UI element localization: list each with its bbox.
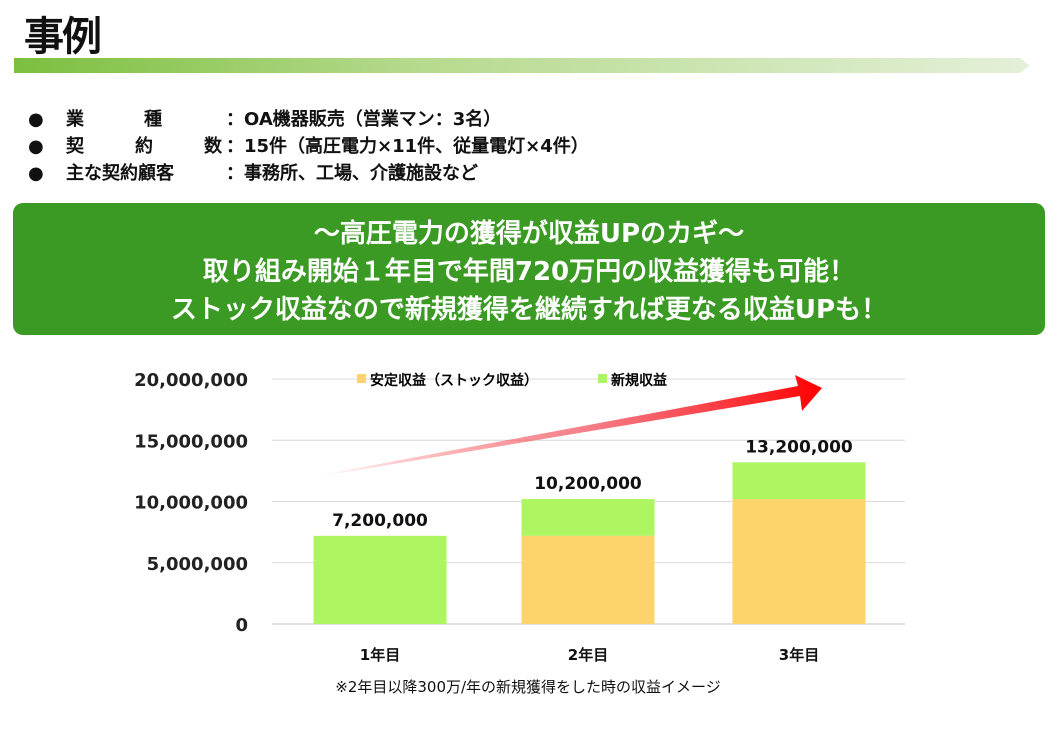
data-label: 10,200,000 [534, 474, 642, 494]
legend-label: 安定収益（ストック収益） [370, 372, 538, 389]
y-tick-label: 20,000,000 [134, 370, 248, 391]
revenue-chart: 0 5,000,000 10,000,000 15,000,000 20,000,000… [134, 370, 905, 664]
bar-segment [732, 462, 866, 500]
data-label: 7,200,000 [332, 511, 428, 531]
y-tick-label: 5,000,000 [147, 554, 248, 575]
legend-swatch [357, 374, 366, 383]
x-tick-label: 3年目 [779, 646, 819, 664]
y-tick-label: 10,000,000 [134, 493, 248, 514]
legend-label: 新規収益 [611, 372, 667, 389]
banner-line: 取り組み開始１年目で年間720万円の収益獲得も可能！ [202, 257, 856, 287]
x-tick-label: 2年目 [568, 646, 608, 664]
banner-line: ストック収益なので新規獲得を継続すれば更なる収益UPも！ [170, 295, 888, 325]
chart-note: ※2年目以降300万/年の新規獲得をした時の収益イメージ [335, 678, 721, 696]
y-tick-label: 0 [235, 615, 248, 636]
x-tick-label: 1年目 [360, 646, 400, 664]
page-title: 事例 [24, 14, 102, 60]
highlight-banner: ～高圧電力の獲得が収益UPのカギ～ 取り組み開始１年目で年間720万円の収益獲得… [13, 203, 1045, 335]
data-label: 13,200,000 [745, 437, 853, 457]
growth-arrow [320, 375, 822, 476]
info-list: ● 業種：OA機器販売（営業マン：3名） ● 契約数：15件（高圧電力×11件、従量… [28, 106, 589, 187]
bar-segment [521, 535, 655, 624]
legend-swatch [598, 374, 607, 383]
bar-segment [313, 535, 447, 624]
title-underline [14, 58, 1030, 73]
info-row-contracts: ● 契約数：15件（高圧電力×11件、従量電灯×4件） [28, 136, 589, 157]
info-row-customers: ● 主な契約顧客 ：事務所、工場、介護施設など [28, 163, 478, 184]
bar-segment [732, 499, 866, 624]
y-tick-label: 15,000,000 [134, 431, 248, 452]
bar-segment [521, 499, 655, 536]
info-row-industry: ● 業種：OA機器販売（営業マン：3名） [28, 109, 502, 130]
banner-line: ～高圧電力の獲得が収益UPのカギ～ [313, 219, 745, 249]
